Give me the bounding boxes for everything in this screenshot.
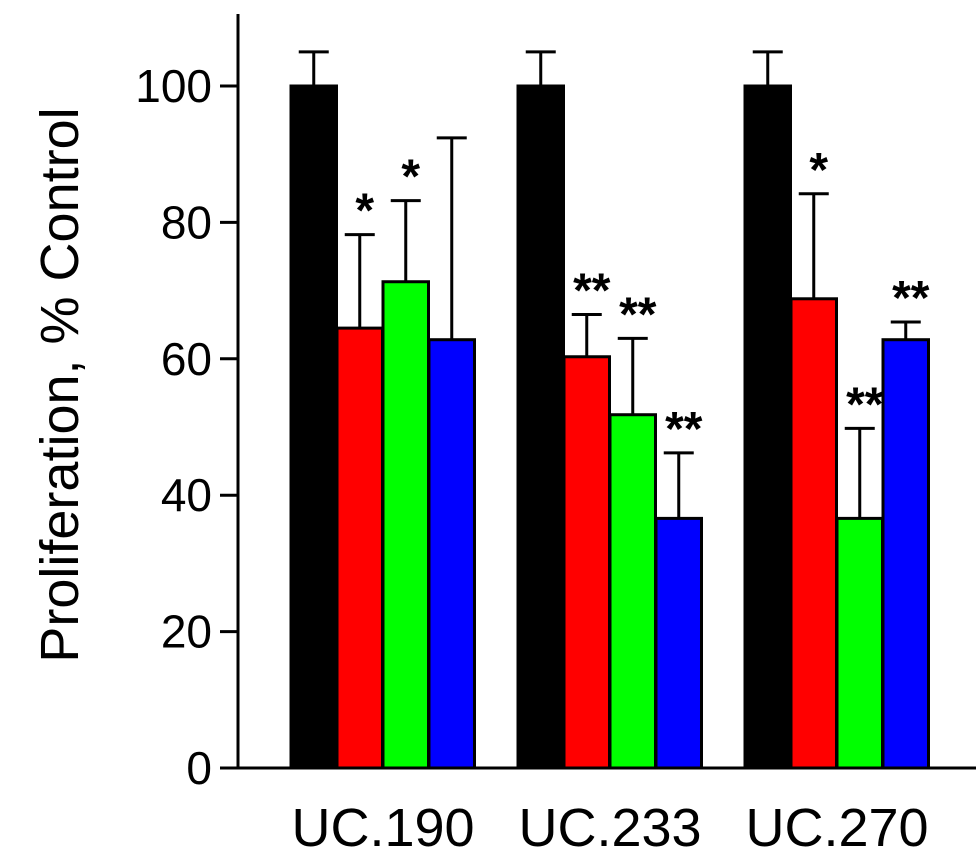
bar xyxy=(789,297,838,770)
significance-label: * xyxy=(809,144,828,197)
bar xyxy=(743,84,792,770)
y-tick-label: 80 xyxy=(161,196,212,248)
x-category-label: UC.233 xyxy=(518,798,701,857)
bar xyxy=(562,355,611,770)
bar xyxy=(289,84,338,770)
y-tick-label: 20 xyxy=(161,606,212,658)
bar xyxy=(427,338,476,770)
significance-label: ** xyxy=(573,264,611,317)
significance-label: ** xyxy=(846,378,884,431)
bar xyxy=(835,516,884,770)
y-tick-label: 100 xyxy=(135,60,212,112)
significance-label: ** xyxy=(665,403,703,456)
bar xyxy=(881,338,930,770)
significance-label: * xyxy=(401,151,420,204)
bar xyxy=(516,84,565,770)
x-category-label: UC.270 xyxy=(745,798,928,857)
bar xyxy=(654,516,703,770)
bar xyxy=(335,326,384,770)
y-axis-title: Proliferation, % Control xyxy=(30,107,90,662)
significance-label: ** xyxy=(619,288,657,341)
bar xyxy=(381,280,430,770)
x-category-label: UC.190 xyxy=(291,798,474,857)
y-tick-label: 40 xyxy=(161,469,212,521)
y-tick-label: 0 xyxy=(186,742,212,794)
significance-label: ** xyxy=(892,272,930,325)
significance-label: * xyxy=(355,185,374,238)
y-tick-label: 60 xyxy=(161,333,212,385)
bar xyxy=(608,413,657,770)
